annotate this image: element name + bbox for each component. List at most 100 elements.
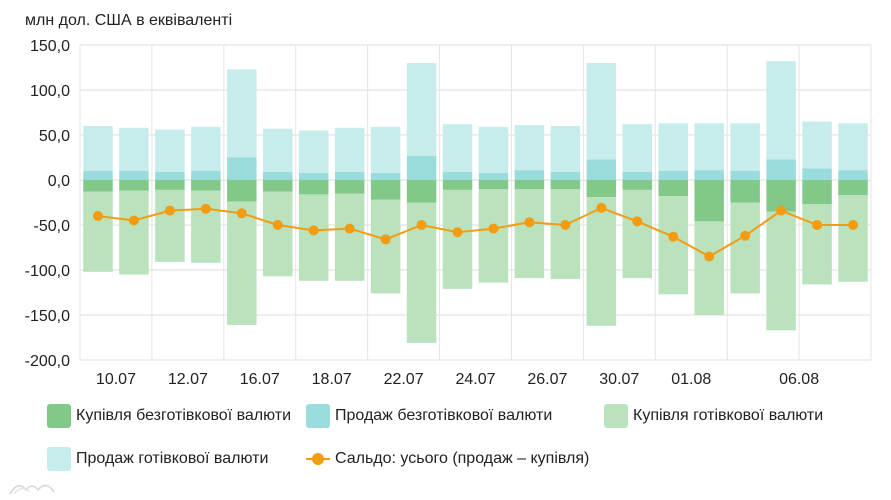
bar — [298, 194, 329, 281]
balance-point — [596, 202, 607, 213]
bar — [478, 126, 509, 173]
bar — [155, 189, 185, 262]
x-tick-label: 16.07 — [240, 371, 280, 388]
bar — [838, 195, 868, 282]
bar — [298, 180, 329, 195]
bar — [191, 126, 221, 171]
x-tick-label: 06.08 — [779, 371, 819, 388]
bar — [155, 180, 185, 190]
bar — [298, 130, 329, 173]
legend-label: Купівля безготівкової валюти — [76, 407, 292, 424]
x-axis: 10.07 12.07 16.07 18.07 22.07 24.07 26.07 30.07… — [96, 371, 819, 388]
balance-point — [416, 220, 427, 230]
x-tick-label: 26.07 — [527, 371, 567, 388]
legend-label: Продаж готівкової валюти — [76, 450, 269, 467]
bar — [83, 191, 113, 272]
bar — [334, 127, 365, 172]
balance-point — [848, 220, 859, 230]
x-tick-label: 18.07 — [312, 371, 352, 388]
bars-layer — [83, 61, 868, 343]
y-axis-unit-label: млн дол. США в еквіваленті — [25, 12, 233, 29]
bar — [442, 189, 473, 289]
bar — [370, 199, 401, 294]
bar — [478, 172, 509, 180]
legend-item: Купівля готівкової валюти — [604, 404, 823, 428]
bar — [442, 171, 473, 180]
legend-line-marker — [306, 447, 330, 471]
bar — [514, 189, 545, 279]
balance-line — [97, 206, 854, 258]
bar — [191, 190, 221, 263]
x-tick-label: 01.08 — [671, 371, 711, 388]
legend-swatch — [604, 404, 628, 428]
bar — [442, 180, 473, 190]
balance-point — [488, 223, 499, 234]
bar — [406, 63, 437, 156]
bar — [838, 123, 868, 171]
bar — [334, 193, 365, 281]
bar — [730, 171, 760, 180]
bar — [550, 126, 581, 172]
balance-point — [668, 231, 679, 242]
bar — [802, 121, 832, 169]
bar — [586, 197, 617, 326]
bar — [191, 171, 221, 180]
legend-item: Купівля безготівкової валюти — [47, 404, 291, 428]
bar — [766, 159, 796, 180]
bar — [658, 180, 688, 197]
bar — [227, 201, 257, 325]
bar — [334, 171, 365, 180]
y-tick-label: -200,0 — [25, 353, 70, 370]
bar — [838, 170, 868, 180]
balance-point — [452, 227, 463, 238]
balance-point — [704, 251, 715, 262]
bar — [730, 202, 760, 294]
bar — [263, 191, 293, 277]
bar — [227, 69, 257, 158]
chart-area: 150,0 100,0 50,0 0,0 -50,0 -100,0 -150,0 -200,0… — [25, 38, 872, 388]
bar — [838, 180, 868, 196]
bar — [119, 180, 149, 191]
y-axis: 150,0 100,0 50,0 0,0 -50,0 -100,0 -150,0 -200,0 — [25, 38, 70, 370]
bar — [622, 189, 653, 279]
legend-swatch — [47, 447, 71, 471]
balance-point — [632, 216, 643, 227]
balance-point — [200, 203, 211, 214]
legend-label: Купівля готівкової валюти — [633, 407, 824, 424]
bar — [514, 125, 545, 171]
balance-point — [380, 234, 391, 245]
bar — [694, 221, 724, 315]
balance-point — [776, 205, 787, 216]
y-tick-label: 150,0 — [30, 38, 70, 55]
bar — [586, 159, 617, 180]
balance-point — [812, 220, 823, 230]
bar — [478, 189, 509, 283]
bar — [550, 189, 581, 279]
balance-point — [164, 205, 175, 216]
bar — [802, 180, 832, 205]
bar — [586, 63, 617, 160]
bar — [119, 190, 149, 275]
bar — [622, 180, 653, 190]
x-tick-label: 30.07 — [599, 371, 639, 388]
bar — [622, 171, 653, 180]
bar — [802, 168, 832, 180]
balance-line-layer — [92, 202, 859, 262]
bar — [550, 171, 581, 180]
bar — [442, 124, 473, 172]
bar — [119, 171, 149, 180]
legend-item: Продаж безготівкової валюти — [306, 404, 552, 428]
bar — [83, 171, 113, 180]
balance-point — [560, 220, 571, 230]
bar — [694, 170, 724, 180]
y-tick-label: 100,0 — [30, 83, 70, 100]
bar — [406, 155, 437, 180]
bar — [658, 196, 688, 295]
bar — [766, 211, 796, 331]
legend-label: Продаж безготівкової валюти — [335, 407, 553, 424]
balance-point — [740, 230, 751, 241]
balance-point — [92, 211, 103, 221]
bar — [586, 180, 617, 198]
x-tick-label: 12.07 — [168, 371, 208, 388]
bar — [227, 157, 257, 180]
